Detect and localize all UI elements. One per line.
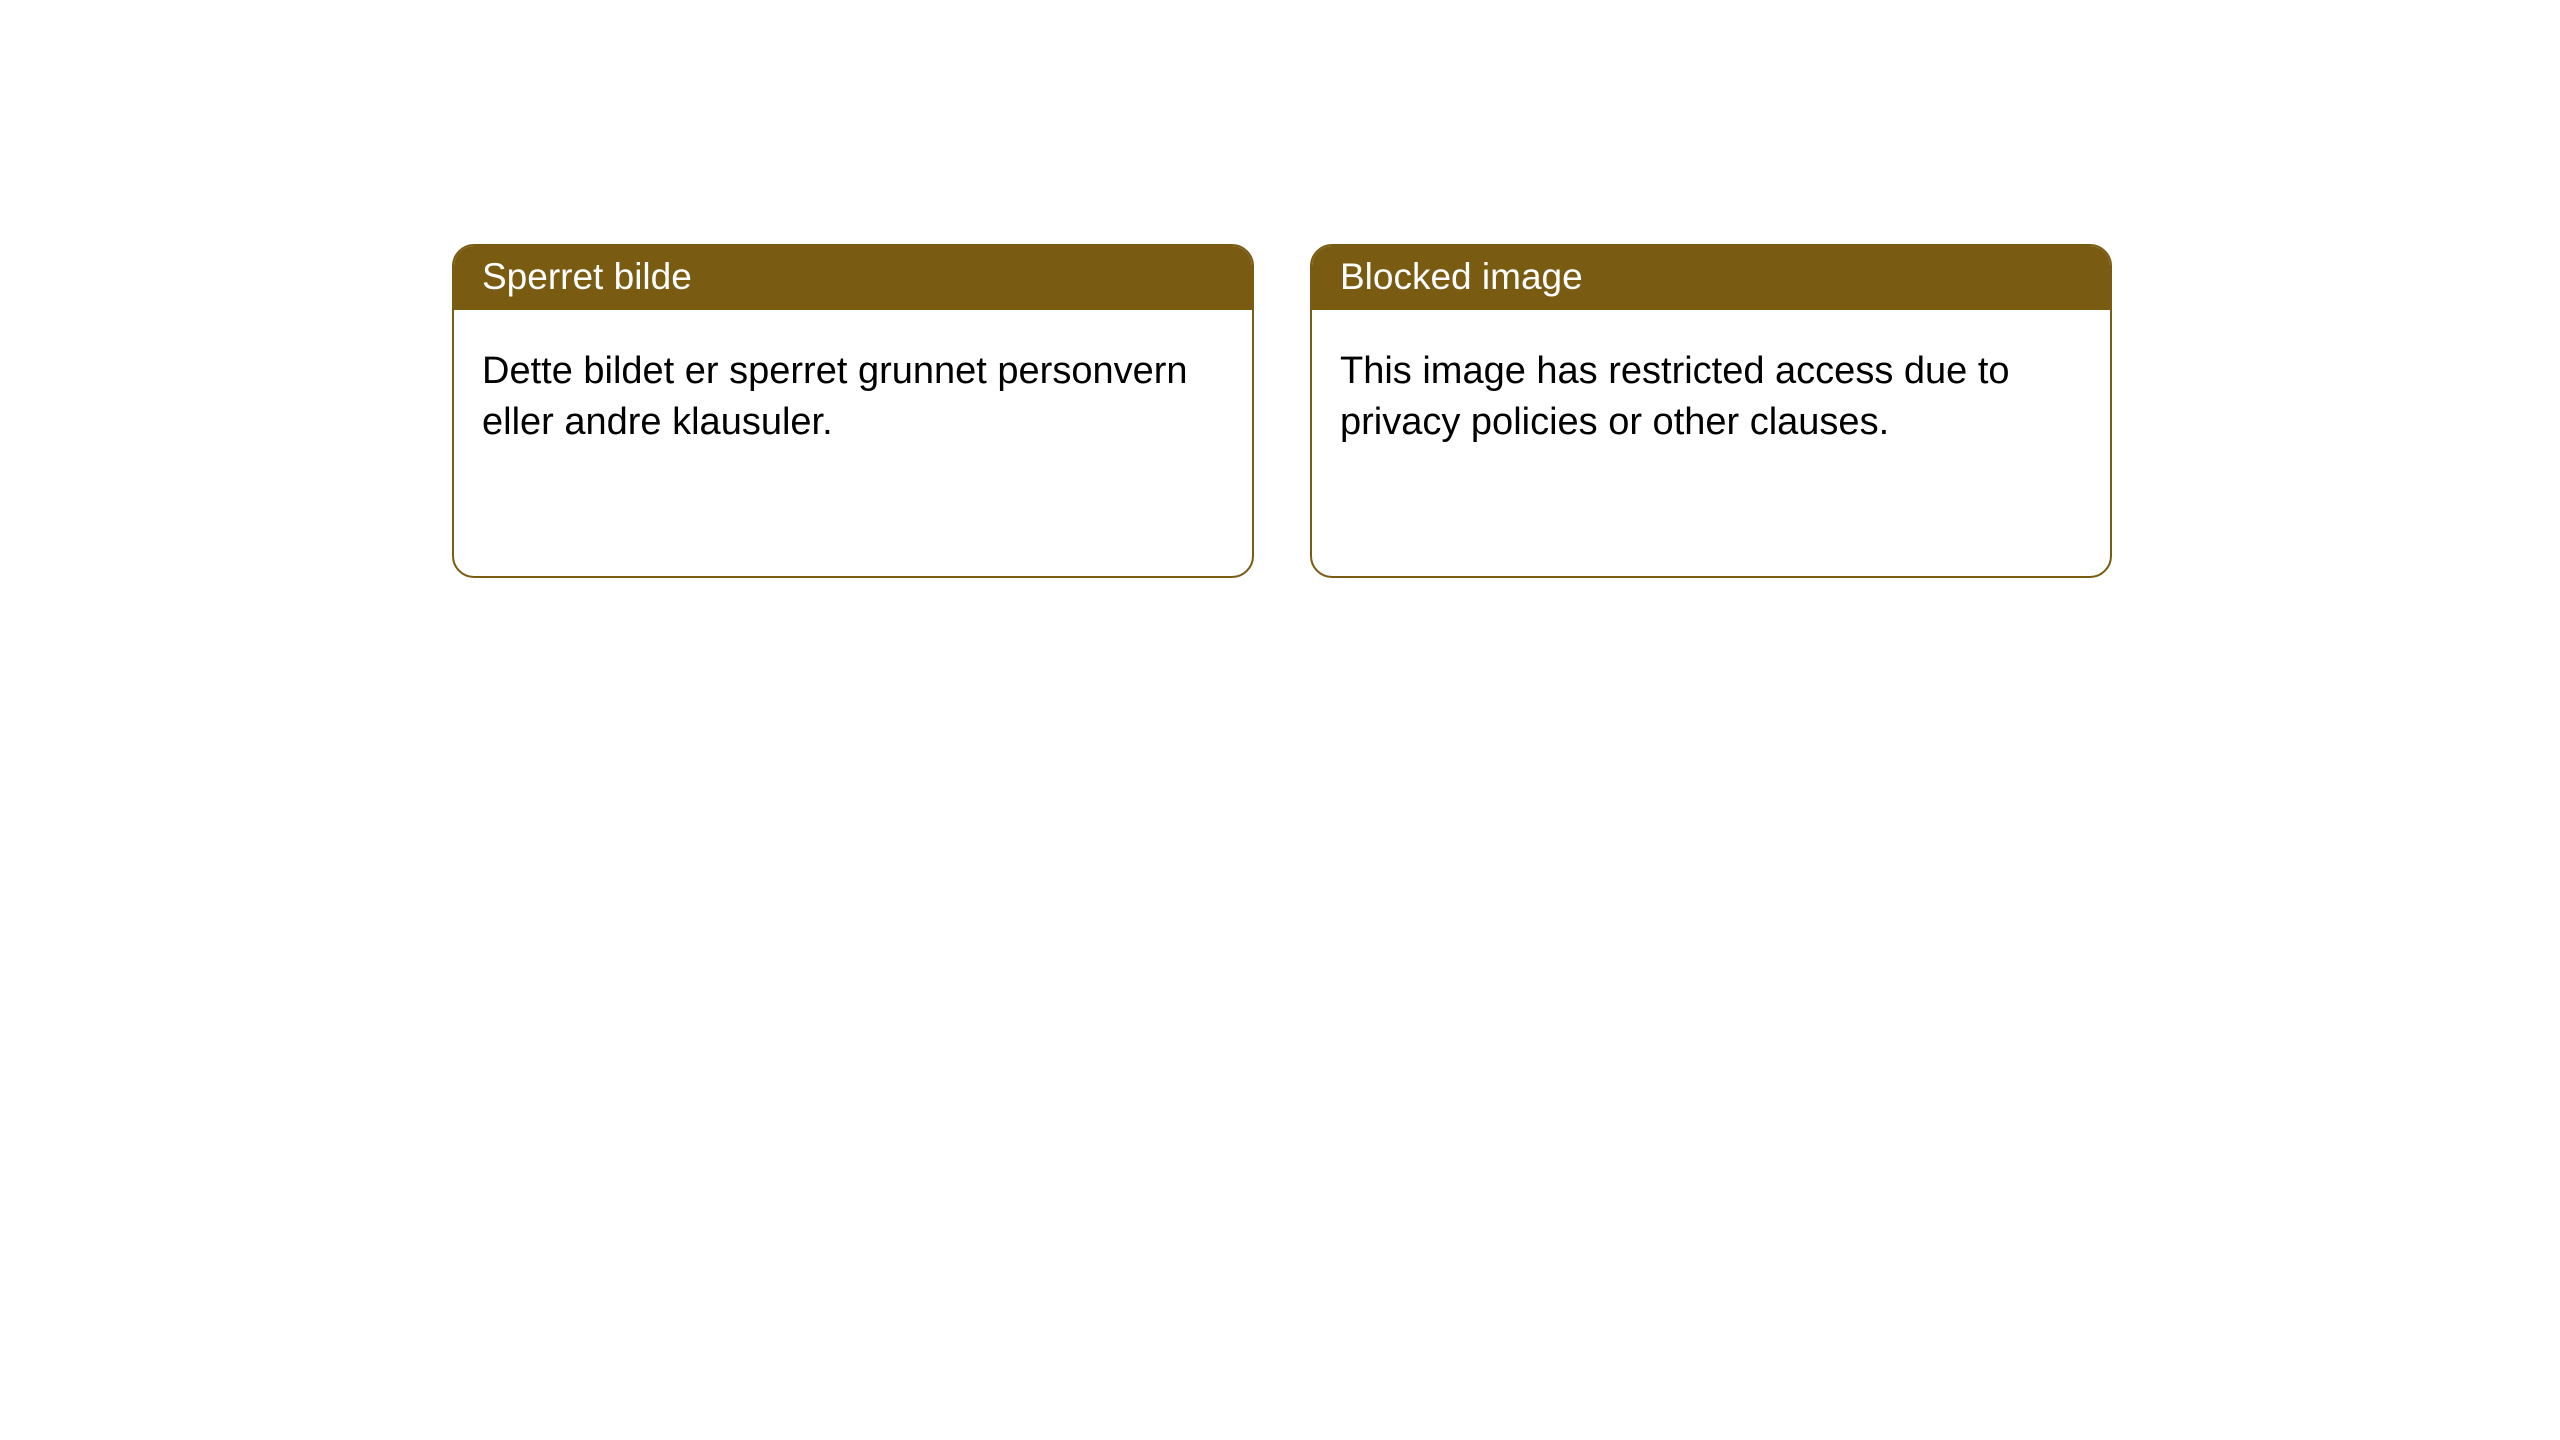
notice-card-message: This image has restricted access due to … [1312,310,2110,485]
notice-card-english: Blocked image This image has restricted … [1310,244,2112,578]
notice-cards-row: Sperret bilde Dette bildet er sperret gr… [452,244,2560,578]
notice-card-norwegian: Sperret bilde Dette bildet er sperret gr… [452,244,1254,578]
notice-card-title: Blocked image [1312,246,2110,310]
notice-card-title: Sperret bilde [454,246,1252,310]
notice-card-message: Dette bildet er sperret grunnet personve… [454,310,1252,485]
